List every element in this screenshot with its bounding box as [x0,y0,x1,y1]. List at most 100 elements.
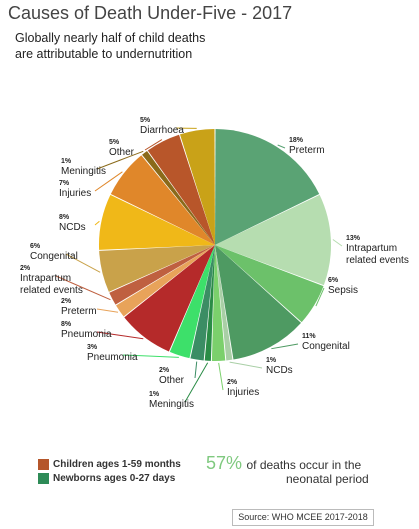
stat-value: 57% [206,453,243,473]
slice-percent: 5% [140,117,151,124]
leader-line [229,361,263,369]
slice-category: Injuries [227,387,259,398]
slice-category: related events [20,285,83,296]
pie-slice [190,245,215,361]
leader-line [218,362,224,391]
slice-percent: 7% [59,180,70,187]
slice-category: Sepsis [328,285,358,296]
slice-category: Intrapartum [346,243,397,254]
pie-slice [124,245,215,352]
slice-category: Congenital [30,251,78,262]
slice-category: NCDs [266,365,293,376]
slice-category: Meningitis [61,166,106,177]
leader-line [65,253,101,273]
slice-percent: 2% [61,298,72,305]
pie-slice [211,245,226,362]
slice-category: Preterm [61,306,97,317]
chart-subtitle: Globally nearly half of child deaths are… [15,30,275,62]
slice-category: Pneumonia [87,352,138,363]
pie-slice [204,245,215,361]
legend-item-newborns: Newborns ages 0-27 days [38,471,181,485]
slice-percent: 6% [328,277,339,284]
leader-line [96,150,144,170]
legend: Children ages 1-59 months Newborns ages … [38,457,181,485]
slice-percent: 3% [87,344,98,351]
slice-percent: 8% [61,321,72,328]
slice-percent: 1% [266,357,277,364]
slice-percent: 6% [30,243,41,250]
pie-slice [215,245,324,323]
slice-category: Pneumonia [61,329,112,340]
slice-label: 8%NCDs [59,214,86,233]
source-note: Source: WHO MCEE 2017-2018 [232,509,374,526]
slice-percent: 1% [149,391,160,398]
slice-category: Preterm [289,145,325,156]
legend-item-children: Children ages 1-59 months [38,457,181,471]
slice-category: Diarrhoea [140,125,184,136]
slice-percent: 8% [59,214,70,221]
neonatal-stat: 57% of deaths occur in the neonatal peri… [206,453,386,486]
pie-slice [147,134,215,245]
slice-percent: 2% [20,265,31,272]
pie-slice [99,245,215,292]
slice-category: Intrapartum [20,273,71,284]
pie-slice [215,194,331,286]
slice-percent: 1% [61,158,72,165]
slice-label: 11%Congenital [302,333,350,352]
slice-percent: 13% [346,235,361,242]
slice-label: 2%Preterm [61,298,97,317]
leader-line [194,361,198,379]
leader-line [144,139,163,151]
leader-line [55,275,111,301]
slice-category: Injuries [59,188,91,199]
slice-label: 6%Sepsis [328,277,358,296]
pie-slice [215,245,233,361]
slice-label: 1%Meningitis [149,391,194,410]
slice-label: 1%NCDs [266,357,293,376]
pie-slice [142,151,215,245]
leader-line [122,354,179,358]
slice-category: Other [109,147,135,158]
stat-line2: neonatal period [286,472,369,486]
legend-label: Newborns ages 0-27 days [53,472,176,484]
pie-slice [99,194,215,250]
stat-line1: of deaths occur in the [246,458,362,472]
pie-slice [110,155,215,245]
slice-label: 2%Injuries [227,379,259,398]
slice-label: 3%Pneumonia [87,344,138,363]
slice-category: NCDs [59,222,86,233]
pie-slice [215,129,320,245]
pie-slice [116,245,215,317]
leader-line [315,287,325,307]
slice-label: 6%Congenital [30,243,78,262]
pie-slice [169,245,215,359]
leader-line [94,171,123,192]
legend-swatch-children [38,458,49,470]
slice-percent: 5% [109,139,120,146]
legend-label: Children ages 1-59 months [53,458,181,470]
slice-percent: 2% [159,367,170,374]
slice-label: 2%Other [159,367,185,386]
leader-line [96,331,144,340]
slice-label: 5%Other [109,139,135,158]
slice-label: 18%Preterm [289,137,325,156]
leader-line [96,308,119,313]
slice-percent: 11% [302,333,316,340]
subtitle-line: Globally nearly half of child deaths [15,31,206,45]
leader-line [332,239,343,247]
legend-swatch-newborns [38,472,49,484]
slice-percent: 18% [289,137,304,144]
slice-label: 8%Pneumonia [61,321,112,340]
subtitle-line: are attributable to undernutrition [15,47,193,61]
slice-percent: 2% [227,379,238,386]
leader-line [184,362,209,403]
leader-line [271,343,299,350]
leader-line [277,144,286,149]
slice-label: 7%Injuries [59,180,91,199]
slice-category: related events [346,255,409,266]
slice-category: Other [159,375,185,386]
pie-slice [179,129,215,245]
